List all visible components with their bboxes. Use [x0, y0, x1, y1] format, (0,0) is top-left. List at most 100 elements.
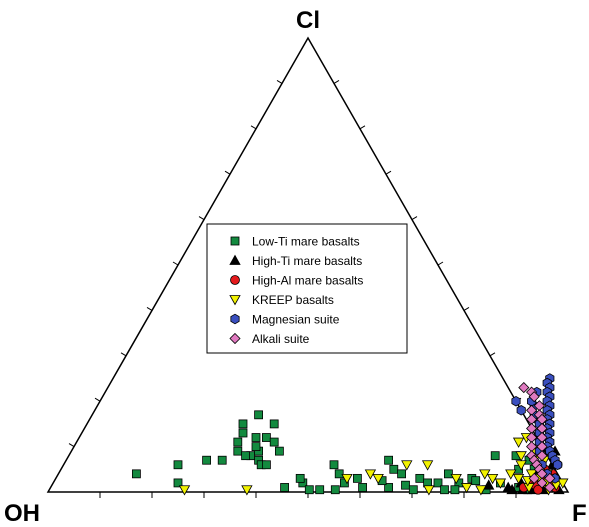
point-low-ti-mare-basalts	[415, 473, 425, 483]
point-low-ti-mare-basalts	[304, 485, 314, 495]
point-kreep-basalts	[515, 460, 527, 471]
point-kreep-basalts	[512, 473, 525, 485]
point-kreep-basalts	[372, 473, 384, 485]
point-low-ti-mare-basalts	[358, 483, 368, 492]
point-kreep-basalts	[512, 437, 525, 448]
legend-label: Alkali suite	[252, 332, 310, 346]
legend-entry: KREEP basalts	[229, 293, 334, 307]
legend-marker	[230, 275, 240, 285]
point-low-ti-mare-basalts	[173, 478, 183, 488]
point-kreep-basalts	[401, 460, 413, 471]
legend-marker	[229, 295, 241, 306]
legend-label: Low-Ti mare basalts	[252, 235, 360, 249]
point-kreep-basalts	[557, 478, 569, 489]
point-low-ti-mare-basalts	[251, 433, 261, 442]
point-low-ti-mare-basalts	[315, 485, 325, 495]
point-low-ti-mare-basalts	[329, 460, 339, 470]
point-kreep-basalts	[241, 485, 253, 496]
tick-mark	[385, 170, 392, 175]
point-kreep-basalts	[423, 485, 435, 496]
point-low-ti-mare-basalts	[217, 455, 227, 465]
tick-mark	[120, 352, 127, 357]
tick-mark	[463, 306, 470, 311]
point-low-ti-mare-basalts	[241, 451, 251, 461]
point-low-ti-mare-basalts	[384, 483, 394, 492]
point-alkali-suite	[544, 481, 556, 494]
tick-mark	[411, 216, 418, 221]
point-magnesian-suite	[511, 395, 521, 407]
point-low-ti-mare-basalts	[238, 428, 248, 438]
tick-mark	[276, 79, 283, 84]
point-low-ti-mare-basalts	[233, 446, 243, 456]
point-low-ti-mare-basalts	[440, 485, 449, 495]
tick-mark	[94, 397, 101, 402]
apex-label-f: F	[572, 500, 587, 527]
point-low-ti-mare-basalts	[261, 433, 271, 442]
point-low-ti-mare-basalts	[433, 478, 443, 488]
legend-label: KREEP basalts	[252, 293, 334, 307]
legend-marker	[230, 313, 240, 325]
point-kreep-basalts	[486, 473, 499, 485]
tick-mark	[250, 125, 257, 130]
tick-mark	[198, 216, 205, 221]
point-alkali-suite	[528, 472, 540, 484]
point-low-ti-mare-basalts	[397, 469, 407, 479]
data-points	[131, 373, 569, 496]
tick-mark	[489, 352, 496, 357]
legend-label: High-Ti mare basalts	[252, 254, 362, 268]
point-low-ti-mare-basalts	[254, 410, 264, 420]
point-alkali-suite	[528, 391, 540, 403]
point-high-ti-mare-basalts	[506, 483, 518, 495]
point-low-ti-mare-basalts	[269, 419, 279, 429]
point-low-ti-mare-basalts	[233, 437, 243, 447]
legend-marker	[230, 236, 240, 246]
apex-label-oh: OH	[4, 500, 40, 527]
point-low-ti-mare-basalts	[202, 455, 212, 465]
point-low-ti-mare-basalts	[408, 485, 418, 495]
tick-mark	[224, 170, 231, 175]
tick-marks	[68, 79, 548, 498]
tick-mark	[172, 261, 179, 266]
tick-mark	[68, 443, 75, 448]
point-magnesian-suite	[553, 459, 563, 471]
point-low-ti-mare-basalts	[330, 485, 340, 495]
point-low-ti-mare-basalts	[274, 446, 284, 456]
tick-mark	[333, 79, 340, 84]
point-low-ti-mare-basalts	[384, 455, 394, 465]
legend-entry: Magnesian suite	[230, 313, 340, 327]
point-kreep-basalts	[421, 460, 434, 471]
tick-mark	[359, 125, 366, 130]
tick-mark	[437, 261, 444, 266]
point-kreep-basalts	[460, 483, 473, 494]
point-low-ti-mare-basalts	[173, 460, 183, 470]
point-low-ti-mare-basalts	[490, 451, 500, 461]
point-high-ti-mare-basalts	[483, 479, 495, 490]
point-magnesian-suite	[516, 405, 526, 416]
point-low-ti-mare-basalts	[238, 419, 248, 429]
point-kreep-basalts	[505, 469, 517, 480]
legend-label: Magnesian suite	[252, 313, 340, 327]
legend-entry: Alkali suite	[229, 332, 310, 346]
legend-label: High-Al mare basalts	[252, 274, 363, 288]
point-high-al-mare-basalts	[533, 484, 543, 495]
tick-mark	[146, 306, 153, 311]
point-low-ti-mare-basalts	[471, 476, 481, 486]
legend-marker	[229, 254, 241, 265]
point-kreep-basalts	[475, 485, 487, 496]
point-low-ti-mare-basalts	[261, 460, 271, 470]
legend-entry: High-Ti mare basalts	[229, 254, 362, 268]
legend-marker	[229, 332, 241, 345]
point-low-ti-mare-basalts	[131, 469, 141, 479]
point-alkali-suite	[536, 450, 548, 462]
point-low-ti-mare-basalts	[295, 473, 305, 483]
legend-box	[206, 223, 408, 354]
point-kreep-basalts	[450, 473, 462, 485]
point-alkali-suite	[518, 382, 530, 394]
point-low-ti-mare-basalts	[389, 464, 399, 474]
legend: Low-Ti mare basalts High-Ti mare basalts H…	[206, 223, 408, 354]
point-kreep-basalts	[178, 485, 191, 496]
point-kreep-basalts	[341, 473, 353, 485]
legend-entry: Low-Ti mare basalts	[230, 235, 360, 249]
point-low-ti-mare-basalts	[269, 437, 279, 447]
